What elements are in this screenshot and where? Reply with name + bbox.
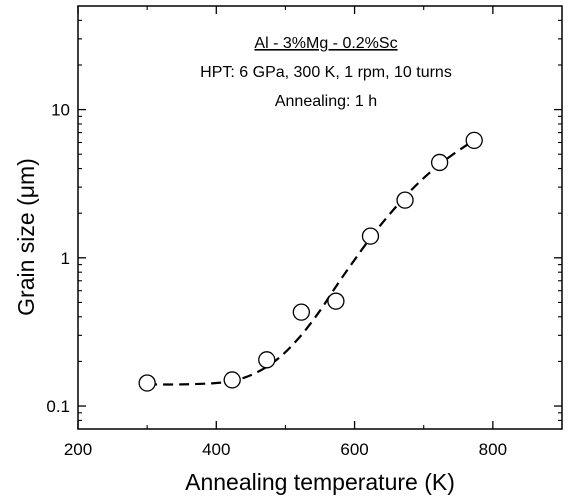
axes	[77, 5, 563, 430]
data-point	[292, 303, 310, 321]
plot-frame	[77, 5, 563, 430]
data-point	[396, 191, 414, 209]
fit-curve	[147, 138, 477, 386]
data-point	[138, 374, 156, 392]
data-point	[361, 227, 380, 245]
annealing-annotation: Annealing: 1 h	[275, 93, 377, 110]
y-tick-label: 0.1	[46, 397, 70, 416]
x-tick-label: 200	[64, 440, 92, 459]
hpt-annotation: HPT: 6 GPa, 300 K, 1 rpm, 10 turns	[200, 64, 452, 81]
alloy-annotation: Al - 3%Mg - 0.2%Sc	[254, 35, 397, 52]
axis-ticks: 200 400 600 800 0.1 1 10	[46, 6, 562, 459]
x-tick-label: 400	[202, 440, 230, 459]
chart-text: Annealing temperature (K) Grain size (μm…	[13, 35, 455, 495]
data-point	[223, 371, 241, 389]
x-tick-label: 600	[340, 440, 368, 459]
x-tick-label: 800	[479, 440, 507, 459]
y-tick-label: 10	[51, 101, 70, 120]
y-tick-label: 1	[61, 249, 70, 268]
data-point	[465, 131, 483, 150]
data-point	[430, 153, 449, 172]
data-point	[258, 351, 276, 369]
data-points	[138, 131, 483, 392]
data-point	[327, 292, 345, 310]
x-axis-label: Annealing temperature (K)	[185, 469, 455, 495]
y-axis-label: Grain size (μm)	[13, 158, 39, 316]
fit-curve-layer	[147, 138, 477, 386]
